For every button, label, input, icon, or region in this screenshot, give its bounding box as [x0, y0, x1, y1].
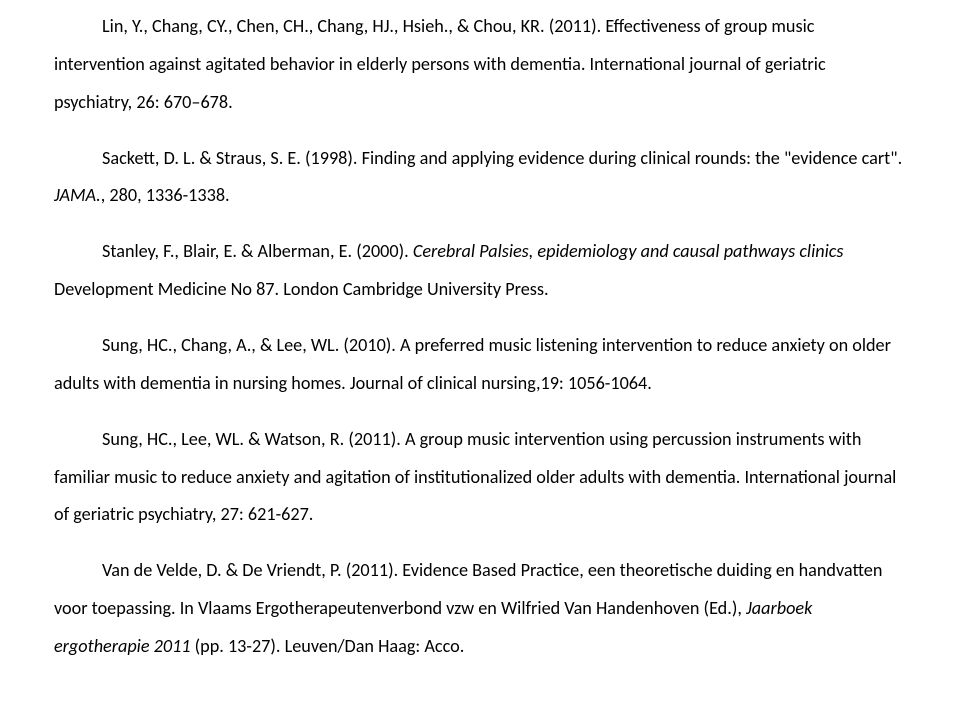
- reference-6: Van de Velde, D. & De Vriendt, P. (2011)…: [54, 552, 906, 666]
- reference-4: Sung, HC., Chang, A., & Lee, WL. (2010).…: [54, 327, 906, 403]
- reference-2: Sackett, D. L. & Straus, S. E. (1998). F…: [54, 140, 906, 216]
- ref-text: Sung, HC., Chang, A., & Lee, WL. (2010).…: [54, 334, 891, 394]
- ref-text: Sung, HC., Lee, WL. & Watson, R. (2011).…: [54, 428, 896, 526]
- ref-text: Stanley, F., Blair, E. & Alberman, E. (2…: [102, 240, 413, 262]
- ref-text: Sackett, D. L. & Straus, S. E. (1998). F…: [102, 147, 902, 169]
- reference-3: Stanley, F., Blair, E. & Alberman, E. (2…: [54, 233, 906, 309]
- reference-1: Lin, Y., Chang, CY., Chen, CH., Chang, H…: [54, 8, 906, 122]
- page: Lin, Y., Chang, CY., Chen, CH., Chang, H…: [0, 0, 960, 704]
- ref-tail: , 280, 1336-1338.: [101, 184, 230, 206]
- ref-title: Cerebral Palsies, epidemiology and causa…: [413, 240, 844, 262]
- ref-tail: (pp. 13-27). Leuven/Dan Haag: Acco.: [195, 635, 465, 657]
- ref-text: Lin, Y., Chang, CY., Chen, CH., Chang, H…: [54, 15, 826, 113]
- ref-journal: JAMA.: [54, 184, 101, 206]
- reference-5: Sung, HC., Lee, WL. & Watson, R. (2011).…: [54, 421, 906, 535]
- ref-tail: Development Medicine No 87. London Cambr…: [54, 278, 549, 300]
